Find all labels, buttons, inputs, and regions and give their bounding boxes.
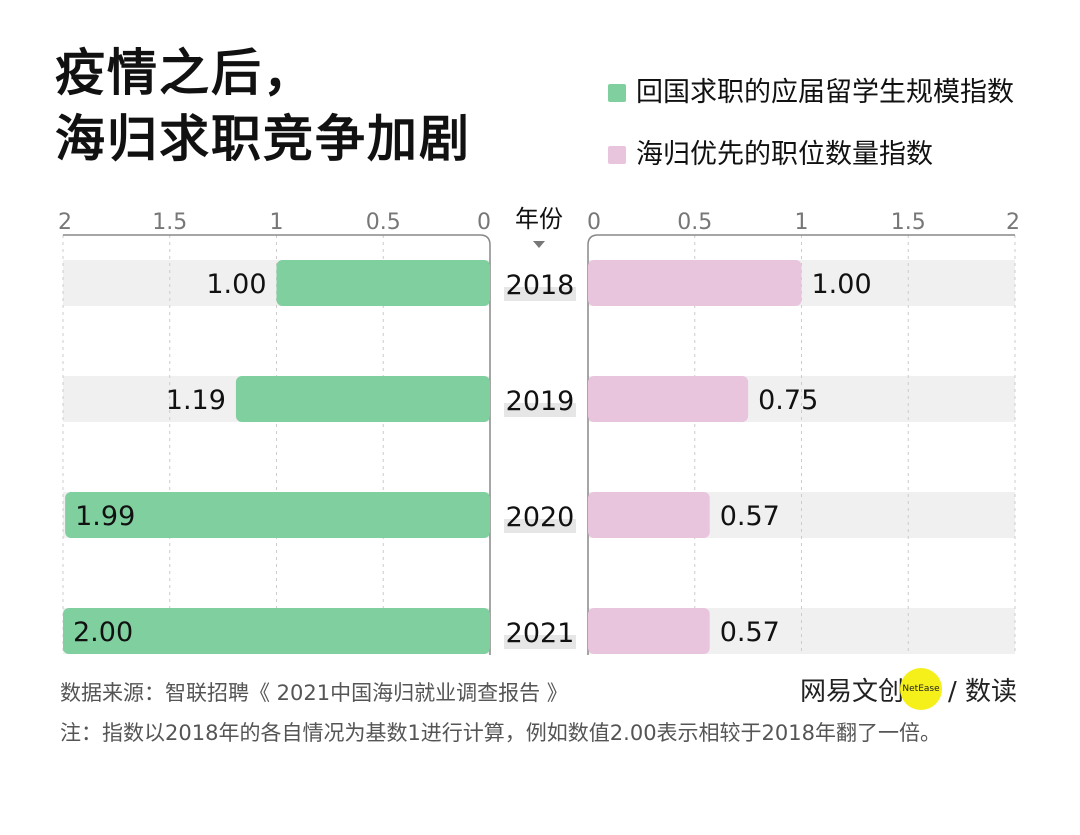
data-label-left: 1.19 xyxy=(166,385,226,416)
tick-label-right: 0 xyxy=(587,210,601,235)
category-label-bg xyxy=(504,519,576,533)
legend-item-pink: 海归优先的职位数量指数 xyxy=(608,124,1014,186)
category-label-bg xyxy=(504,403,576,417)
data-label-left: 1.99 xyxy=(75,501,135,532)
bar-left xyxy=(235,376,490,422)
tick-label-right: 2 xyxy=(1006,210,1020,235)
category-label: 2018 xyxy=(506,270,575,301)
legend-swatch xyxy=(608,146,626,164)
center-axis-label: 年份 xyxy=(515,205,563,233)
tick-label-left: 1 xyxy=(270,210,284,235)
data-label-right: 0.75 xyxy=(758,385,818,416)
title-line-1: 疫情之后， xyxy=(55,44,315,102)
bar-right xyxy=(588,260,802,306)
category-label-bg xyxy=(504,635,576,649)
logo-text: 网易文创 xyxy=(800,676,905,707)
source-note: 数据来源：智联招聘《 2021中国海归就业调查报告 》 xyxy=(60,681,568,705)
logo-suffix: / 数读 xyxy=(948,676,1018,707)
tick-label-left: 1.5 xyxy=(152,210,187,235)
footnote: 注：指数以2018年的各自情况为基数1进行计算，例如数值2.00表示相较于201… xyxy=(60,721,942,745)
data-label-right: 1.00 xyxy=(812,269,872,300)
tick-label-left: 0.5 xyxy=(366,210,401,235)
chart-title: 疫情之后， 海归求职竞争加剧 xyxy=(55,40,471,172)
bar-right xyxy=(588,376,749,422)
logo-badge: NetEase xyxy=(900,668,943,710)
bar-left xyxy=(276,260,490,306)
tick-label-left: 2 xyxy=(58,210,72,235)
data-label-right: 0.57 xyxy=(720,617,780,648)
legend-item-green: 回国求职的应届留学生规模指数 xyxy=(608,62,1014,124)
legend-swatch xyxy=(608,84,626,102)
tick-label-right: 0.5 xyxy=(677,210,712,235)
bar-left xyxy=(65,492,490,538)
data-label-left: 2.00 xyxy=(73,617,133,648)
sort-arrow-icon xyxy=(533,241,545,248)
tick-label-right: 1 xyxy=(795,210,809,235)
data-label-right: 0.57 xyxy=(720,501,780,532)
data-label-left: 1.00 xyxy=(206,269,266,300)
title-line-2: 海归求职竞争加剧 xyxy=(55,110,471,168)
category-label: 2020 xyxy=(506,502,575,533)
tick-label-right: 1.5 xyxy=(891,210,926,235)
axis-frame-right xyxy=(587,234,1015,655)
netease-logo: 网易文创 NetEase / 数读 xyxy=(800,668,1017,710)
bar-right xyxy=(588,492,710,538)
legend-label: 回国求职的应届留学生规模指数 xyxy=(636,77,1014,108)
axis-frame-left xyxy=(63,234,491,655)
bar-left xyxy=(63,608,490,654)
bar-right xyxy=(588,608,710,654)
category-label-bg xyxy=(504,287,576,301)
category-label: 2021 xyxy=(506,618,575,649)
legend-label: 海归优先的职位数量指数 xyxy=(636,139,933,170)
tick-label-left: 0 xyxy=(477,210,491,235)
legend: 回国求职的应届留学生规模指数 海归优先的职位数量指数 xyxy=(608,62,1014,186)
category-label: 2019 xyxy=(506,386,575,417)
